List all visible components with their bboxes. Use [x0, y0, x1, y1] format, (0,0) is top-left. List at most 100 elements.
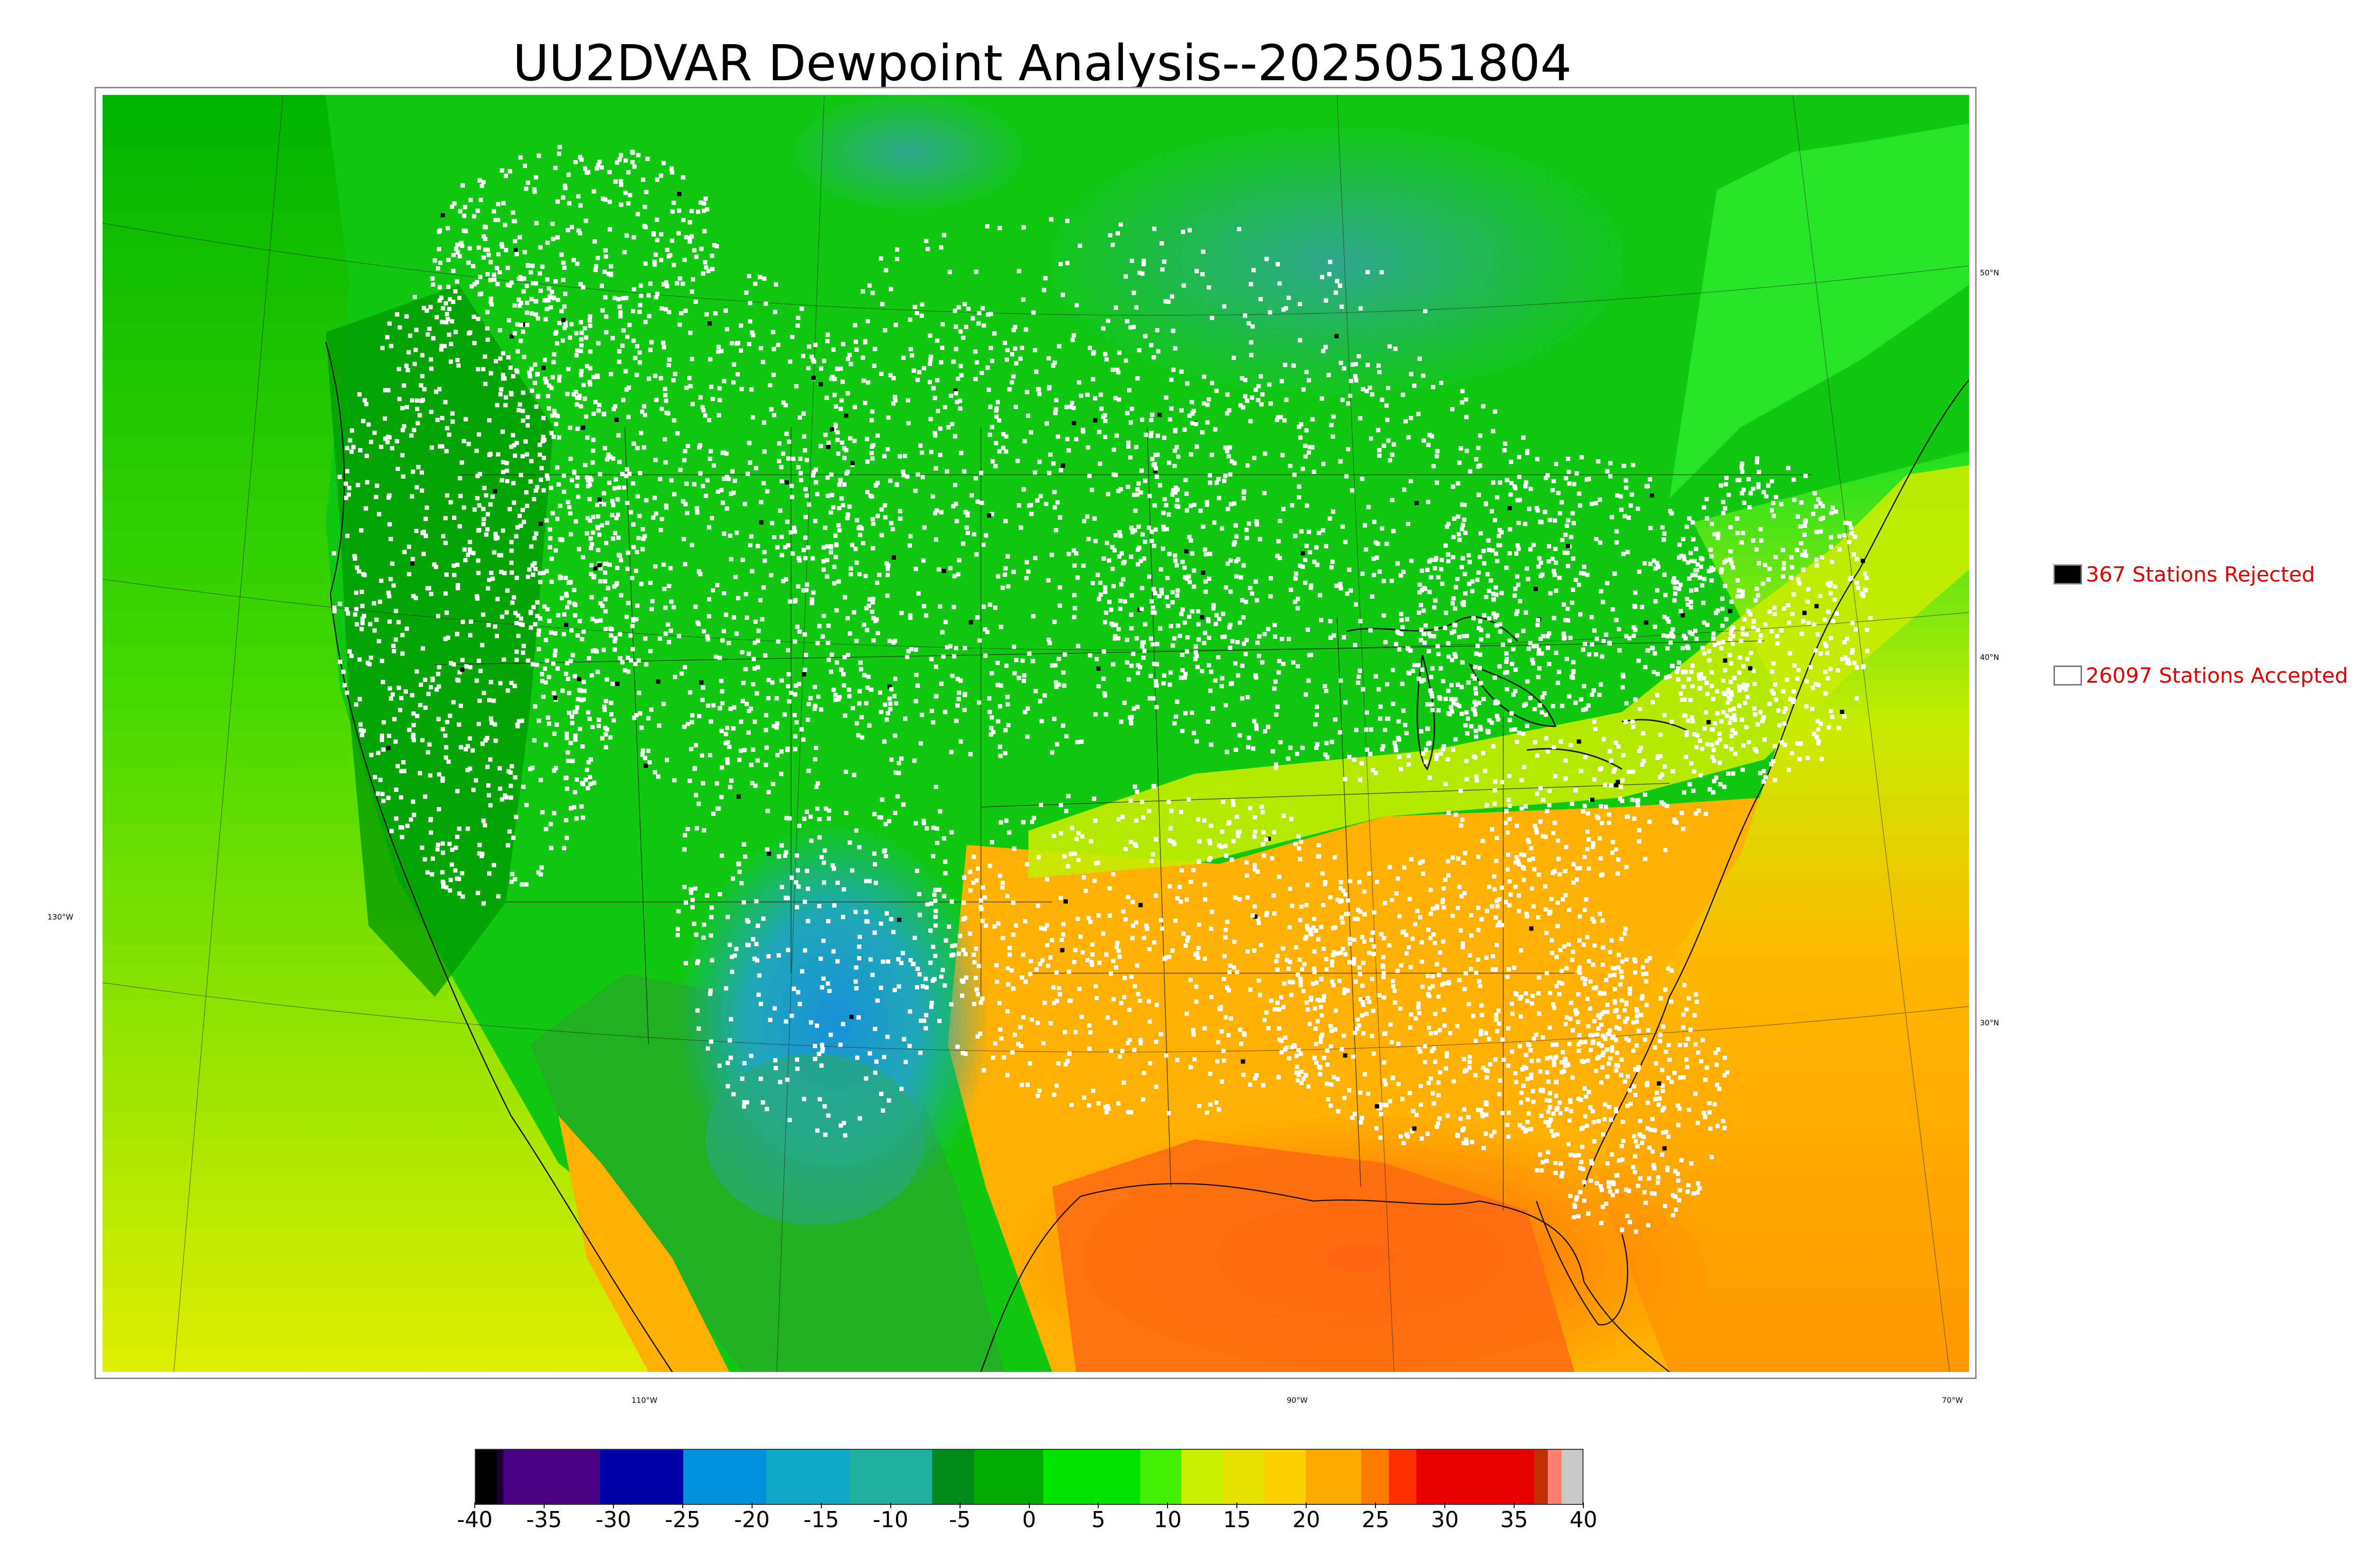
station-marker [1338, 880, 1343, 884]
station-marker [659, 528, 663, 532]
station-marker [953, 483, 958, 488]
station-marker [1248, 806, 1253, 810]
station-marker [573, 674, 577, 678]
station-marker [971, 881, 976, 885]
station-marker [441, 880, 445, 884]
station-marker [611, 456, 615, 461]
station-marker [1013, 325, 1017, 329]
station-marker [1021, 820, 1026, 825]
station-marker [1088, 653, 1093, 657]
station-marker [1692, 559, 1697, 563]
station-marker [739, 719, 744, 724]
station-marker [1564, 1022, 1568, 1026]
station-marker [1201, 524, 1206, 529]
station-marker [1828, 636, 1833, 640]
station-marker [1140, 799, 1144, 804]
station-marker [1057, 344, 1062, 348]
station-marker [797, 682, 801, 686]
station-marker [1430, 694, 1434, 699]
station-marker [1223, 445, 1228, 450]
station-marker [580, 781, 584, 786]
station-marker [1339, 1047, 1344, 1052]
station-marker [482, 823, 487, 827]
station-marker [758, 598, 763, 602]
station-marker [1343, 777, 1347, 781]
station-marker [1571, 1028, 1575, 1033]
station-marker [1234, 534, 1239, 539]
station-marker [499, 614, 504, 619]
station-marker [1781, 606, 1786, 611]
station-marker [1337, 978, 1342, 983]
station-marker [1193, 644, 1198, 649]
station-marker [1079, 1014, 1084, 1019]
station-marker [772, 535, 777, 539]
station-marker [1617, 1026, 1621, 1031]
station-marker [701, 685, 706, 690]
station-marker [1175, 498, 1179, 502]
station-marker [481, 901, 486, 906]
station-marker [376, 791, 380, 796]
station-marker [490, 494, 495, 499]
station-marker [1392, 741, 1397, 745]
station-marker [772, 413, 776, 418]
station-marker [1168, 417, 1172, 422]
station-marker [1323, 880, 1328, 884]
station-marker [436, 672, 441, 676]
station-marker [404, 314, 409, 319]
station-marker [486, 783, 490, 788]
station-marker [1686, 718, 1690, 723]
station-marker [609, 701, 613, 705]
station-marker [1464, 414, 1469, 419]
station-marker [565, 731, 569, 736]
station-marker [1484, 594, 1488, 599]
station-marker [1182, 565, 1187, 570]
station-marker [437, 285, 442, 290]
station-marker [1211, 706, 1215, 711]
station-marker [424, 505, 429, 510]
station-marker [1549, 897, 1554, 901]
station-marker [1567, 1118, 1572, 1123]
station-marker [1184, 1011, 1189, 1016]
station-marker [1754, 460, 1759, 465]
station-marker [1116, 948, 1121, 953]
station-marker [1766, 483, 1771, 488]
station-marker [1406, 945, 1411, 950]
station-marker [1217, 617, 1222, 621]
station-marker [1497, 534, 1501, 538]
station-marker [590, 617, 595, 621]
station-marker [1406, 762, 1411, 767]
station-marker [443, 637, 448, 641]
station-marker [366, 660, 370, 665]
station-marker [698, 572, 703, 576]
station-marker [1582, 854, 1587, 859]
station-marker [1850, 650, 1855, 655]
station-marker [1438, 1070, 1442, 1075]
station-marker [811, 473, 815, 478]
station-marker [1062, 683, 1066, 688]
station-marker [1257, 654, 1262, 658]
station-marker [1411, 668, 1415, 673]
station-marker [1143, 539, 1148, 544]
station-marker [1221, 799, 1225, 804]
station-marker [1616, 857, 1620, 862]
station-marker [1135, 492, 1140, 497]
station-marker [476, 558, 480, 563]
station-marker [1456, 514, 1460, 519]
station-marker [977, 638, 982, 643]
station-marker [1295, 751, 1300, 756]
station-marker [546, 476, 550, 481]
station-marker [1152, 661, 1157, 666]
station-marker [1752, 712, 1757, 717]
station-marker [933, 433, 938, 438]
station-marker [549, 290, 554, 294]
station-marker [1132, 1048, 1137, 1052]
station-marker [630, 576, 635, 581]
station-marker [790, 495, 794, 499]
station-marker [353, 612, 358, 617]
station-marker [845, 516, 850, 520]
station-marker [1205, 500, 1209, 505]
station-marker [1034, 967, 1039, 972]
station-marker [1566, 518, 1571, 523]
station-marker [1781, 689, 1786, 694]
station-marker [448, 500, 453, 505]
